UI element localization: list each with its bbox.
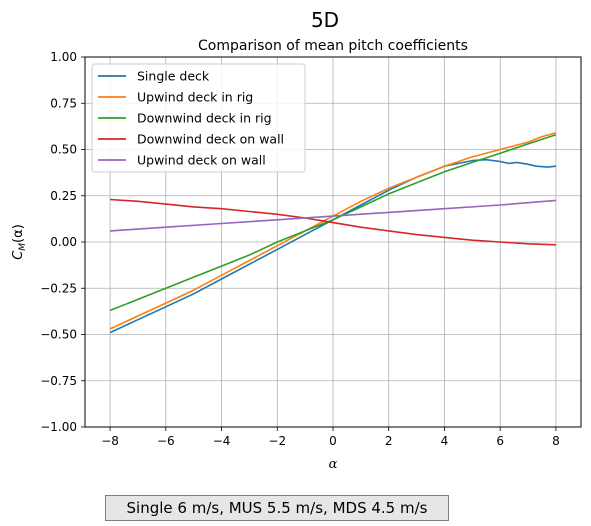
legend-box	[91, 63, 306, 173]
y-tick-label: 0.50	[50, 143, 77, 157]
x-tick-label: 4	[441, 434, 449, 448]
legend: Single deck Upwind deck in rig Downwind de…	[91, 63, 306, 173]
y-axis-label-sub: M	[18, 243, 28, 251]
x-tick-label: −8	[101, 434, 119, 448]
legend-label-single-deck: Single deck	[137, 69, 210, 84]
y-tick-label: 1.00	[50, 50, 77, 64]
chart-title: Comparison of mean pitch coefficients	[198, 38, 468, 54]
series-line-downwind-deck-on-wall	[110, 198, 556, 246]
y-axis-label-main: C	[11, 250, 26, 260]
y-tick-label: −0.25	[40, 281, 77, 295]
series-line-upwind-deck-in-rig	[109, 132, 557, 330]
y-tick-label: −1.00	[40, 420, 77, 434]
data-series	[109, 132, 557, 334]
y-tick-label: 0.75	[50, 96, 77, 110]
axis-ticks: −8 −6 −4 −2 0 2 4 6 8 −1.00 −0.75 −0.50 −0.25 0.00 0.2…	[40, 50, 560, 448]
legend-label-upwind-deck-in-rig: Upwind deck in rig	[137, 90, 253, 105]
y-tick-label: 0.00	[50, 235, 77, 249]
x-tick-label: 2	[385, 434, 393, 448]
x-tick-label: 8	[552, 434, 560, 448]
y-tick-label: 0.25	[50, 189, 77, 203]
x-tick-label: 0	[329, 434, 337, 448]
x-tick-label: −4	[213, 434, 231, 448]
series-line-upwind-deck-on-wall	[110, 199, 556, 232]
figure-suptitle: 5D	[311, 8, 339, 32]
legend-label-downwind-deck-in-rig: Downwind deck in rig	[137, 111, 272, 126]
legend-label-upwind-deck-on-wall: Upwind deck on wall	[137, 153, 266, 168]
y-tick-label: −0.75	[40, 374, 77, 388]
x-tick-label: 6	[496, 434, 504, 448]
caption-box: Single 6 m/s, MUS 5.5 m/s, MDS 4.5 m/s	[105, 495, 449, 521]
x-tick-label: −6	[157, 434, 175, 448]
x-tick-label: −2	[268, 434, 286, 448]
series-line-downwind-deck-in-rig	[109, 133, 557, 312]
x-axis-label: α	[329, 457, 338, 472]
y-axis-label: CM(α)	[11, 224, 28, 260]
legend-label-downwind-deck-on-wall: Downwind deck on wall	[137, 132, 284, 147]
y-tick-label: −0.50	[40, 328, 77, 342]
y-axis-label-arg: (α)	[11, 224, 26, 243]
pitch-coefficient-chart: 5D Comparison of mean pitch coefficients…	[11, 8, 582, 472]
